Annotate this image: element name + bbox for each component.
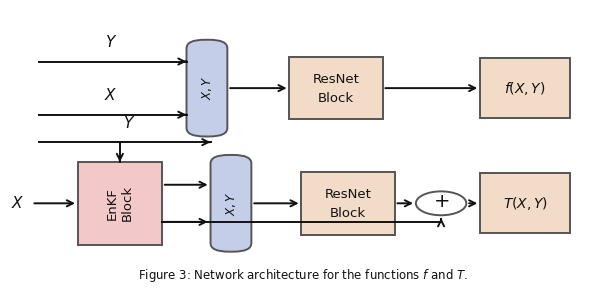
FancyBboxPatch shape [480,58,570,118]
FancyBboxPatch shape [302,172,395,235]
Text: $X$: $X$ [104,87,118,103]
Text: Figure 3: Network architecture for the functions $f$ and $T$.: Figure 3: Network architecture for the f… [138,267,468,284]
Text: ResNet: ResNet [313,73,359,86]
Text: $Y$: $Y$ [105,34,117,50]
FancyBboxPatch shape [210,155,251,252]
Text: $Y$: $Y$ [122,115,135,131]
FancyBboxPatch shape [480,173,570,233]
Text: $X, Y$: $X, Y$ [224,191,238,215]
Text: $X, Y$: $X, Y$ [200,76,214,100]
Circle shape [416,191,467,215]
Text: $f(X,Y)$: $f(X,Y)$ [504,80,546,97]
Text: Block: Block [330,207,366,220]
FancyBboxPatch shape [290,57,382,119]
Text: EnKF
Block: EnKF Block [106,185,134,221]
Text: $+$: $+$ [433,192,449,211]
FancyBboxPatch shape [187,40,227,137]
FancyBboxPatch shape [78,162,162,244]
Text: $T(X,Y)$: $T(X,Y)$ [502,195,548,212]
Text: Block: Block [318,92,354,105]
Text: $X$: $X$ [11,195,24,211]
Text: ResNet: ResNet [325,188,371,201]
